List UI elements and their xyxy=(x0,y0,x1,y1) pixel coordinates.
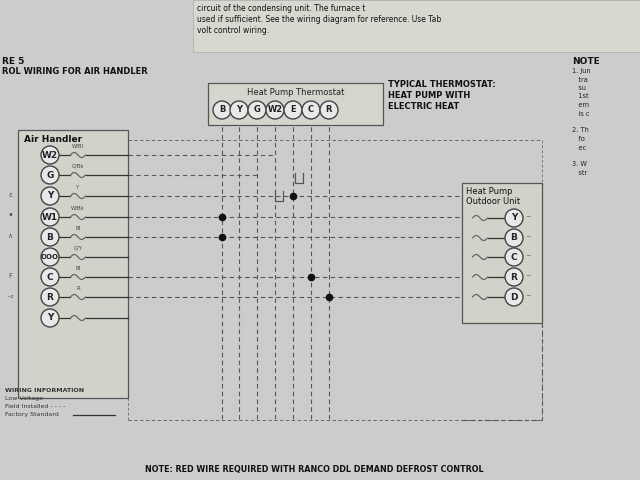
Text: 1st: 1st xyxy=(572,94,589,99)
Circle shape xyxy=(302,101,320,119)
Circle shape xyxy=(41,309,59,327)
Text: 3. W: 3. W xyxy=(572,161,587,168)
Text: Y: Y xyxy=(76,185,79,190)
Text: ec: ec xyxy=(572,144,586,151)
Text: NOTE: RED WIRE REQUIRED WITH RANCO DDL DEMAND DEFROST CONTROL: NOTE: RED WIRE REQUIRED WITH RANCO DDL D… xyxy=(145,465,484,474)
Text: Y: Y xyxy=(511,214,517,223)
Text: W/Bl: W/Bl xyxy=(72,144,84,149)
Circle shape xyxy=(505,288,523,306)
Text: ~: ~ xyxy=(525,234,531,240)
Circle shape xyxy=(505,248,523,266)
Bar xyxy=(18,130,128,398)
Text: Heat Pump Thermostat: Heat Pump Thermostat xyxy=(247,88,344,97)
Circle shape xyxy=(41,166,59,184)
Circle shape xyxy=(505,209,523,227)
Text: W2: W2 xyxy=(268,106,283,115)
Circle shape xyxy=(213,101,231,119)
Circle shape xyxy=(41,187,59,205)
Circle shape xyxy=(41,208,59,226)
Text: WIRING INFORMATION: WIRING INFORMATION xyxy=(5,388,84,393)
Circle shape xyxy=(41,288,59,306)
Text: ROL WIRING FOR AIR HANDLER: ROL WIRING FOR AIR HANDLER xyxy=(2,67,148,76)
Text: circuit of the condensing unit. The furnace t: circuit of the condensing unit. The furn… xyxy=(197,4,365,13)
Circle shape xyxy=(248,101,266,119)
Text: W/Bk: W/Bk xyxy=(71,206,85,211)
Text: ~z: ~z xyxy=(6,294,13,299)
Text: ELECTRIC HEAT: ELECTRIC HEAT xyxy=(388,102,460,111)
Text: R: R xyxy=(76,286,80,291)
Circle shape xyxy=(266,101,284,119)
Text: F: F xyxy=(8,273,12,279)
Text: B: B xyxy=(219,106,225,115)
Text: ~: ~ xyxy=(525,253,531,259)
Text: R: R xyxy=(326,106,332,115)
Text: em: em xyxy=(572,102,589,108)
Text: Low Voltage: Low Voltage xyxy=(5,396,43,401)
Circle shape xyxy=(41,228,59,246)
Text: Y: Y xyxy=(47,313,53,323)
Text: RE 5: RE 5 xyxy=(2,57,24,66)
Text: R: R xyxy=(47,292,53,301)
Bar xyxy=(208,83,383,125)
Text: W2: W2 xyxy=(42,151,58,159)
Circle shape xyxy=(41,268,59,286)
Text: G/Bk: G/Bk xyxy=(72,164,84,169)
Text: B: B xyxy=(511,233,517,242)
Text: TYPICAL THERMOSTAT:: TYPICAL THERMOSTAT: xyxy=(388,80,496,89)
Text: 2. Th: 2. Th xyxy=(572,128,589,133)
Text: str: str xyxy=(572,170,588,176)
Text: Y: Y xyxy=(47,192,53,201)
Text: 1. Jun: 1. Jun xyxy=(572,68,591,74)
Text: C: C xyxy=(47,273,53,281)
Circle shape xyxy=(505,229,523,247)
Text: ∧: ∧ xyxy=(8,233,13,239)
Text: ~: ~ xyxy=(525,214,531,220)
Text: ε: ε xyxy=(8,192,12,198)
Text: used if sufficient. See the wiring diagram for reference. Use Tab: used if sufficient. See the wiring diagr… xyxy=(197,15,441,24)
Text: Air Handler: Air Handler xyxy=(24,135,82,144)
Text: tra: tra xyxy=(572,76,588,83)
Text: G: G xyxy=(46,170,54,180)
Text: su: su xyxy=(572,85,586,91)
Text: G/Y: G/Y xyxy=(74,246,83,251)
Text: ~: ~ xyxy=(525,293,531,299)
Circle shape xyxy=(230,101,248,119)
Bar xyxy=(462,183,542,323)
Text: C: C xyxy=(511,252,517,262)
Text: OOO: OOO xyxy=(41,254,59,260)
Text: ~: ~ xyxy=(525,273,531,279)
Text: D: D xyxy=(510,292,518,301)
Circle shape xyxy=(41,146,59,164)
Text: NOTE: NOTE xyxy=(572,57,600,66)
Text: W1: W1 xyxy=(42,213,58,221)
Text: •: • xyxy=(7,210,13,220)
Circle shape xyxy=(41,248,59,266)
Text: C: C xyxy=(308,106,314,115)
Text: HEAT PUMP WITH: HEAT PUMP WITH xyxy=(388,91,470,100)
Text: E: E xyxy=(290,106,296,115)
Text: volt control wiring.: volt control wiring. xyxy=(197,26,269,35)
Text: G: G xyxy=(253,106,260,115)
Text: is c: is c xyxy=(572,110,589,117)
Circle shape xyxy=(505,268,523,286)
Circle shape xyxy=(284,101,302,119)
Text: R: R xyxy=(511,273,517,281)
Text: B: B xyxy=(47,232,53,241)
Text: Factory Standard: Factory Standard xyxy=(5,412,59,417)
Text: fo: fo xyxy=(572,136,585,142)
Text: Heat Pump
Outdoor Unit: Heat Pump Outdoor Unit xyxy=(466,187,520,206)
Text: Field Installed - - - -: Field Installed - - - - xyxy=(5,404,65,409)
Text: Bl: Bl xyxy=(76,266,81,271)
Bar xyxy=(193,0,640,52)
Text: Y: Y xyxy=(236,106,242,115)
Text: Bl: Bl xyxy=(76,226,81,231)
Circle shape xyxy=(320,101,338,119)
